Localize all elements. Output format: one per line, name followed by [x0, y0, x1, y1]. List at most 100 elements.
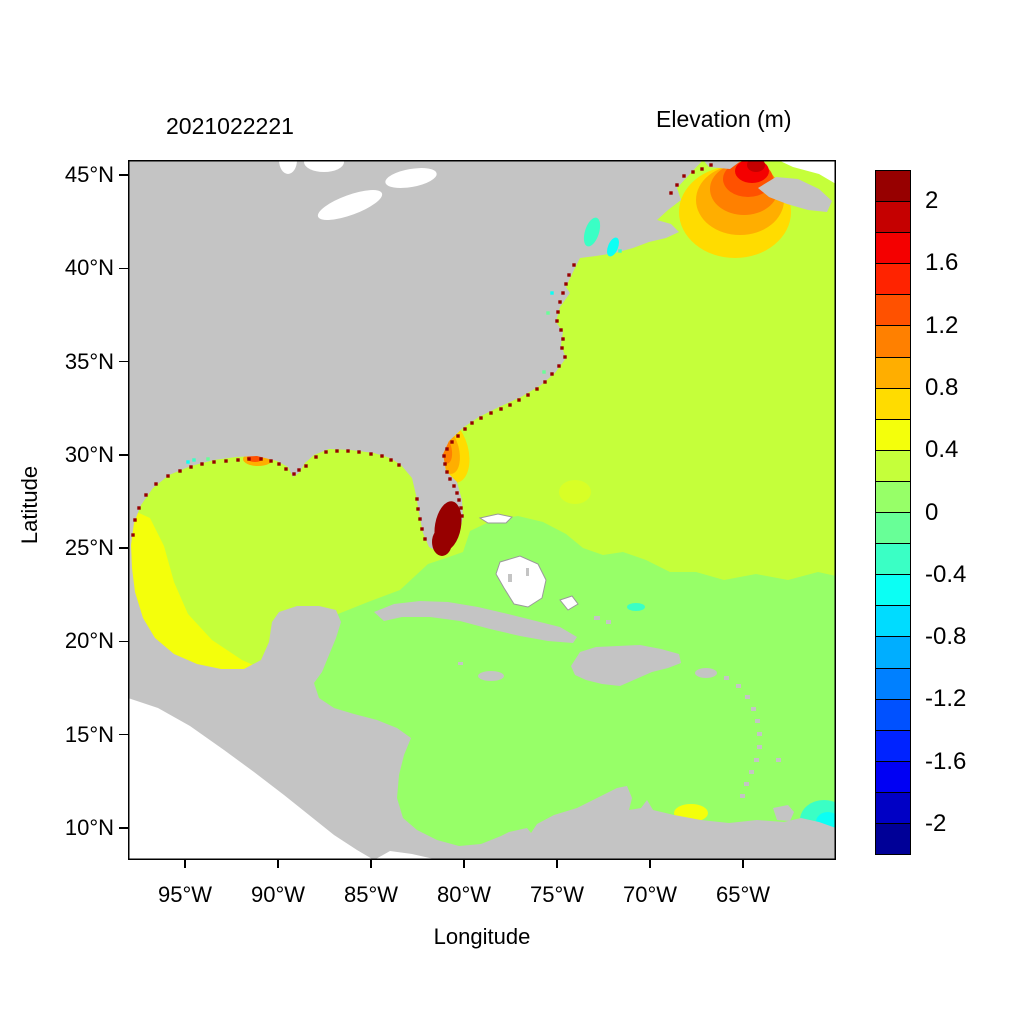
great-bahama-bank	[495, 555, 547, 608]
antilles-dot	[754, 758, 759, 762]
surge-speckle	[324, 450, 328, 454]
colorbar-band	[876, 791, 910, 823]
surge-speckle	[489, 411, 493, 415]
colorbar-band	[876, 729, 910, 761]
eleuthera-speck	[526, 568, 529, 576]
antilles-dot	[749, 770, 754, 774]
surge-speckle	[443, 462, 447, 466]
surge-speckle	[561, 337, 565, 341]
map-plot	[128, 160, 836, 860]
island-puerto-rico	[695, 668, 717, 678]
island-cuba	[374, 601, 577, 643]
surge-speckle	[224, 459, 228, 463]
antilles-dot	[745, 695, 750, 699]
surge-speckle	[442, 454, 446, 458]
surge-speckle	[669, 191, 673, 195]
surge-speckle	[499, 407, 503, 411]
colorbar-band	[876, 605, 910, 637]
y-tick-mark	[119, 267, 128, 270]
surge-speckle	[691, 170, 695, 174]
outside-domain-white	[128, 160, 836, 860]
y-tick-mark	[119, 360, 128, 363]
colorbar-band	[876, 449, 910, 481]
colorbar-band	[876, 294, 910, 326]
surge-speckle	[508, 403, 512, 407]
colorbar-tick-label: 0	[925, 498, 939, 526]
x-tick-label: 65°W	[715, 882, 771, 907]
colorbar-band	[876, 760, 910, 792]
y-tick-label: 35°N	[64, 348, 114, 374]
new-brunswick-shape	[703, 160, 742, 169]
surge-speckle	[445, 447, 449, 451]
surge-speckle	[284, 467, 288, 471]
x-tick-mark	[277, 860, 279, 868]
x-tick-label: 90°W	[250, 882, 306, 907]
surge-speckle	[189, 465, 193, 469]
campeche-yellow-band	[128, 508, 260, 676]
y-tick-mark	[119, 827, 128, 829]
surge-speckle	[564, 282, 568, 286]
surge-speckle	[297, 468, 301, 472]
little-bahama-bank	[478, 513, 514, 524]
surge-speckle	[567, 273, 571, 277]
antilles-dot	[736, 684, 741, 688]
x-tick-label: 80°W	[436, 882, 492, 907]
surge-speckle	[550, 372, 554, 376]
acklins-bank	[559, 595, 579, 611]
surge-speckle	[563, 355, 567, 359]
lake-erie	[317, 190, 383, 220]
negative-speckle	[192, 458, 196, 462]
x-axis-label: Longitude	[433, 924, 531, 949]
colorbar-band	[876, 667, 910, 699]
surge-speckle	[682, 174, 686, 178]
negative-speckle	[546, 311, 550, 315]
streak-long-island	[583, 217, 601, 247]
surge-speckle	[269, 459, 273, 463]
surge-speckle	[416, 507, 420, 511]
surge-speckle	[369, 452, 373, 456]
colorbar	[875, 170, 911, 855]
surge-speckle	[259, 457, 263, 461]
pacific-white	[128, 698, 374, 860]
surge-speckle	[389, 458, 393, 462]
mid-atlantic-patch	[559, 480, 591, 504]
panama-pacific-white	[374, 851, 446, 860]
y-axis-label: Latitude	[17, 465, 42, 545]
antilles-dot	[744, 782, 749, 786]
coastal-speckles	[131, 163, 713, 541]
surge-speckle	[455, 491, 459, 495]
y-tick-label: 45°N	[64, 162, 114, 187]
y-tick-label: 15°N	[64, 721, 114, 747]
surge-speckle	[236, 458, 240, 462]
antilles-dot	[757, 745, 762, 749]
surge-speckle	[460, 514, 464, 518]
surge-speckle	[517, 398, 521, 402]
colorbar-band	[876, 232, 910, 264]
y-tick-mark	[119, 454, 128, 456]
colorbar-band	[876, 512, 910, 544]
island-jamaica	[478, 671, 504, 681]
puerto-rico-trench-speck	[627, 603, 645, 611]
surge-speckle	[700, 167, 704, 171]
island-hispaniola	[571, 645, 681, 686]
surge-speckle	[543, 380, 547, 384]
colorbar-band	[876, 543, 910, 575]
timestamp-title: 2021022221	[166, 113, 294, 139]
surge-speckle	[137, 506, 141, 510]
colorbar-band	[876, 480, 910, 513]
gulf-st-lawrence-white	[778, 160, 836, 184]
elevation-map	[128, 160, 836, 860]
turks-speck-1	[594, 616, 600, 620]
x-tick-mark	[463, 860, 465, 868]
colorbar-band	[876, 171, 910, 202]
y-tick-mark	[119, 547, 128, 549]
great-lakes	[279, 160, 437, 220]
island-cayman	[458, 662, 463, 665]
surge-speckle	[277, 462, 281, 466]
colorbar-tick-label: -1.2	[925, 685, 967, 713]
surge-speckle	[452, 484, 456, 488]
surge-speckle	[572, 263, 576, 267]
surge-speckle	[247, 457, 251, 461]
nova-scotia-shape	[758, 177, 832, 212]
